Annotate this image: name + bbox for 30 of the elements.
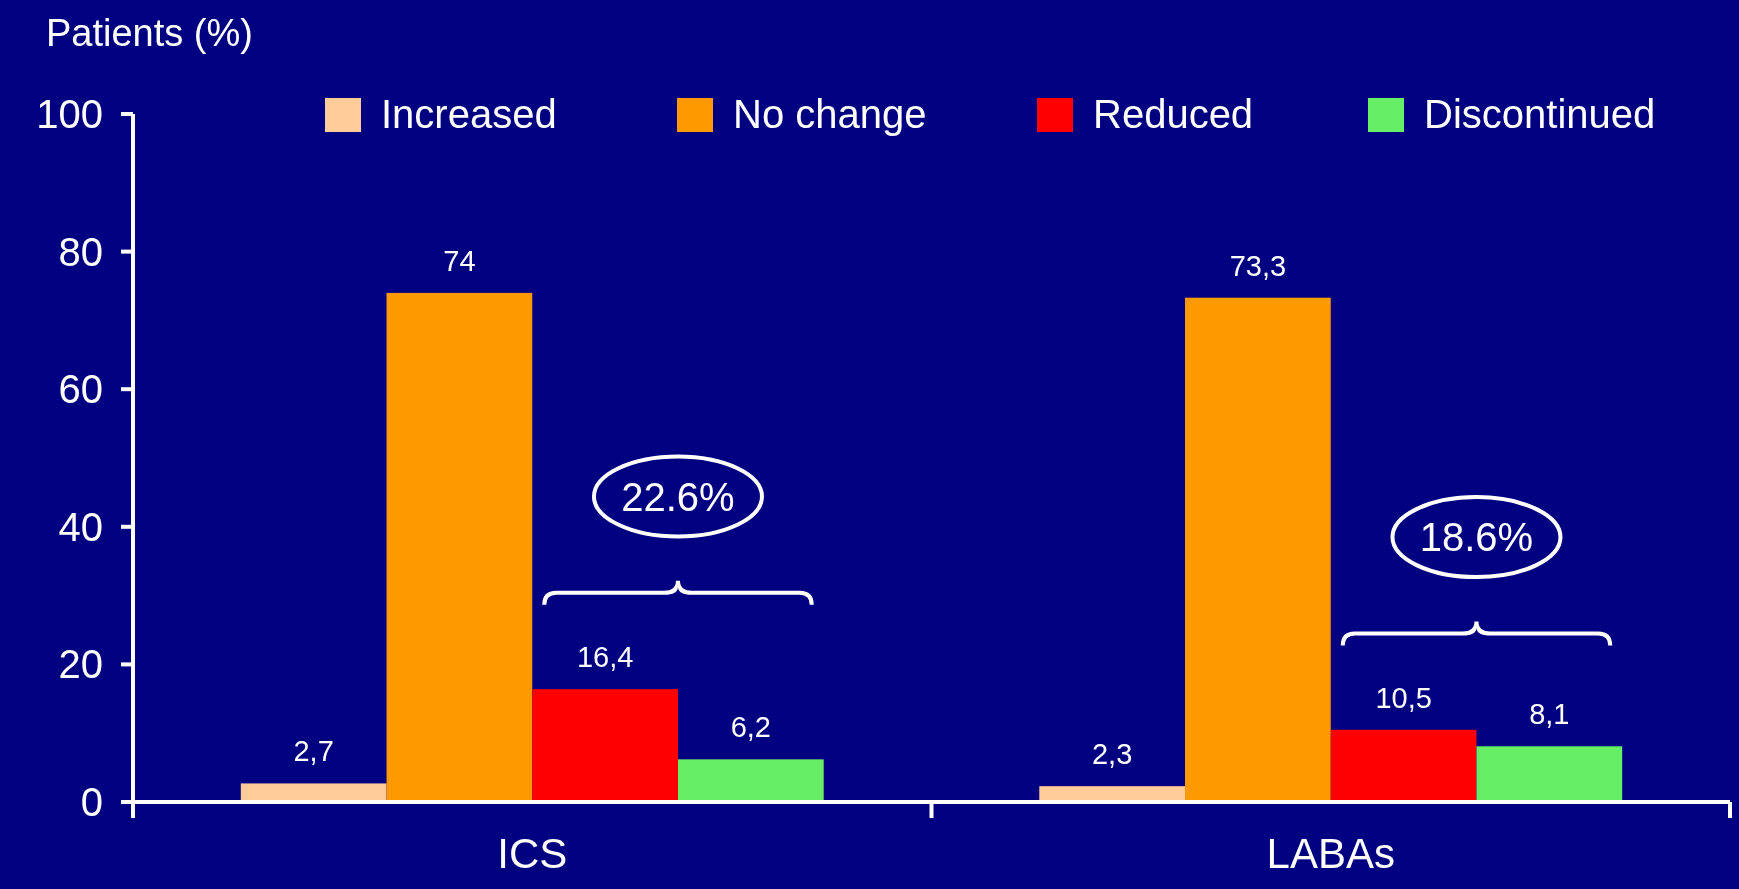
legend-label: Discontinued bbox=[1424, 92, 1656, 136]
data-label: 2,3 bbox=[1092, 738, 1133, 771]
y-axis-title: Patients (%) bbox=[46, 12, 253, 54]
legend-label: No change bbox=[733, 92, 927, 136]
annotation: 18.6% bbox=[1419, 515, 1534, 560]
data-label: 73,3 bbox=[1229, 249, 1287, 282]
data-label: 10,5 bbox=[1375, 681, 1432, 714]
bar bbox=[677, 759, 824, 802]
data-label: 8,1 bbox=[1529, 698, 1570, 731]
y-tick-label: 80 bbox=[58, 229, 103, 274]
legend-label: Reduced bbox=[1093, 92, 1254, 136]
data-label: 6,2 bbox=[730, 711, 771, 744]
bar bbox=[1185, 297, 1331, 802]
x-tick-label: ICS bbox=[497, 830, 568, 877]
bar bbox=[240, 783, 387, 802]
y-tick-label: 60 bbox=[58, 367, 103, 412]
bar bbox=[1330, 729, 1477, 802]
y-tick-label: 0 bbox=[80, 780, 103, 824]
x-tick-label: LABAs bbox=[1266, 830, 1395, 877]
data-label: 16,4 bbox=[576, 641, 634, 674]
y-tick-label: 20 bbox=[58, 642, 103, 687]
legend-label: Increased bbox=[381, 92, 557, 136]
y-tick-label: 40 bbox=[58, 504, 103, 549]
y-tick-label: 100 bbox=[36, 92, 103, 136]
bar bbox=[1476, 746, 1623, 802]
bar bbox=[532, 689, 678, 802]
annotation: 22.6% bbox=[621, 474, 735, 519]
data-label: 2,7 bbox=[293, 735, 334, 768]
data-label: 74 bbox=[443, 244, 476, 277]
bar bbox=[386, 292, 533, 802]
